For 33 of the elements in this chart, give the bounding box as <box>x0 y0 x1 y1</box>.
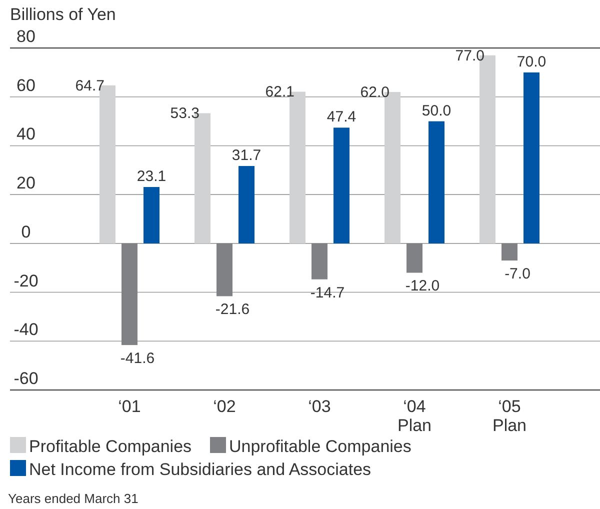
data-label: 47.4 <box>326 108 356 126</box>
data-label: 53.3 <box>170 105 200 122</box>
data-label: 64.7 <box>75 77 104 94</box>
x-tick-label: ‘03 <box>308 397 331 416</box>
x-tick-label: ‘02 <box>213 397 236 416</box>
legend-label: Profitable Companies <box>29 437 192 456</box>
data-label: -41.6 <box>120 350 155 368</box>
data-label: -14.7 <box>310 284 345 302</box>
y-tick-label: 60 <box>16 76 36 95</box>
legend-label: Unprofitable Companies <box>229 437 412 456</box>
y-tick-label: -60 <box>14 369 38 388</box>
y-axis-title: Billions of Yen <box>10 5 116 24</box>
legend-label: Net Income from Subsidiaries and Associates <box>29 460 372 479</box>
y-tick-label: 20 <box>16 174 36 193</box>
x-tick-label: ‘04 Plan <box>397 397 432 435</box>
data-label: -21.6 <box>215 301 250 318</box>
data-label: 62.0 <box>360 84 390 101</box>
y-tick-label: -40 <box>14 320 38 340</box>
x-tick-label: ‘01 <box>118 397 141 416</box>
data-label: 50.0 <box>422 102 452 120</box>
x-tick-label: ‘05 Plan <box>492 397 527 435</box>
y-tick-label: 0 <box>21 222 31 242</box>
data-label: -12.0 <box>405 278 440 295</box>
data-label: 31.7 <box>232 146 262 164</box>
y-tick-label: 40 <box>16 124 36 144</box>
text: Years ended March 31 <box>8 491 138 506</box>
data-label: -7.0 <box>504 266 530 283</box>
data-label: 23.1 <box>136 168 166 185</box>
y-tick-label: 80 <box>16 27 36 46</box>
data-label: 70.0 <box>516 53 546 70</box>
data-label: 77.0 <box>455 47 484 64</box>
y-tick-label: -20 <box>14 271 38 290</box>
data-label: 62.1 <box>265 84 294 101</box>
